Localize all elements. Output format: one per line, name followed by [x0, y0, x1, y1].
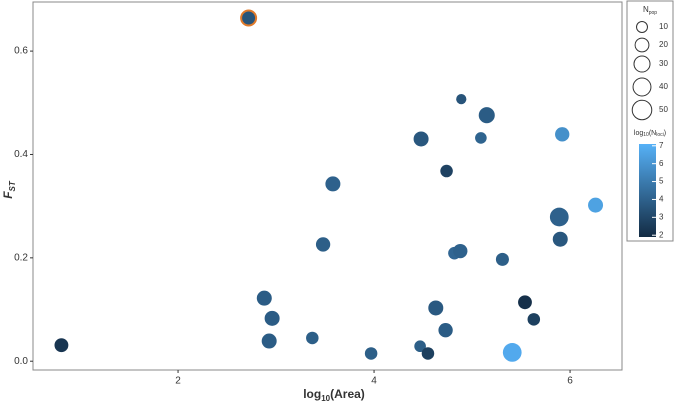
bubble: [552, 231, 568, 247]
color-title-rest: (N: [649, 130, 656, 137]
color-title-sub: 10: [643, 132, 649, 138]
bubble: [555, 127, 570, 142]
y-axis-label: FST: [1, 180, 17, 199]
bubble: [456, 94, 467, 105]
y-tick-label: 0.6: [14, 46, 28, 57]
color-title-main: log: [634, 130, 643, 137]
colorbar-label: 7: [659, 141, 664, 150]
bubble: [478, 107, 495, 124]
y-tick-label: 0.0: [14, 356, 28, 367]
size-legend-circle: [634, 37, 650, 53]
bubble: [527, 313, 541, 326]
bubble: [364, 347, 378, 360]
size-title-main: N: [643, 5, 649, 14]
x-axis-label: log10(Area): [303, 387, 365, 403]
y-label-main: F: [1, 191, 15, 199]
plot-panel: [32, 1, 623, 371]
bubble: [453, 243, 468, 259]
colorbar-label: 5: [659, 177, 664, 186]
size-legend-label: 10: [659, 22, 668, 31]
size-legend-label: 50: [659, 105, 668, 114]
bubble: [240, 9, 258, 27]
colorbar-label: 6: [659, 159, 664, 168]
bubble: [421, 347, 435, 360]
bubble: [495, 252, 509, 266]
y-tick-label: 0.4: [14, 149, 28, 160]
bubble: [414, 340, 426, 353]
colorbar-label: 2: [659, 230, 664, 239]
x-tick-label: 4: [371, 376, 377, 387]
bubble: [518, 295, 532, 310]
color-legend-title: log10(Nloci): [634, 130, 666, 138]
y-label-sub: ST: [8, 180, 17, 191]
size-legend-label: 40: [659, 82, 668, 91]
size-legend-circle: [631, 99, 653, 121]
color-title-sub2: loci: [656, 132, 664, 138]
bubble: [440, 164, 453, 178]
color-title-end: ): [664, 130, 666, 137]
size-legend-title: Npop: [643, 5, 657, 16]
size-title-sub: pop: [649, 10, 658, 16]
x-label-main: log: [303, 387, 321, 401]
bubble: [502, 343, 522, 362]
bubble: [306, 331, 319, 345]
size-legend-label: 30: [659, 59, 668, 68]
bubble: [475, 132, 487, 144]
bubble: [315, 237, 331, 252]
bubble: [438, 323, 453, 338]
colorbar: [639, 144, 656, 237]
size-legend-circle: [632, 77, 652, 97]
bubble: [428, 300, 444, 316]
bubble: [549, 207, 569, 227]
x-tick-label: 6: [567, 376, 573, 387]
bubble: [413, 131, 429, 147]
bubble: [261, 333, 277, 349]
colorbar-label: 3: [659, 212, 664, 221]
bubble: [588, 197, 604, 213]
size-legend-label: 20: [659, 40, 668, 49]
size-legend-circle: [636, 21, 648, 33]
x-label-sub: 10: [321, 394, 330, 403]
x-tick-label: 2: [175, 376, 181, 387]
bubble: [256, 290, 272, 306]
bubble: [264, 310, 280, 326]
bubble: [325, 176, 341, 192]
size-legend-circle: [633, 55, 651, 73]
colorbar-label: 4: [659, 195, 664, 204]
x-label-rest: (Area): [330, 387, 365, 401]
bubble: [54, 338, 69, 353]
y-tick-label: 0.2: [14, 252, 28, 263]
